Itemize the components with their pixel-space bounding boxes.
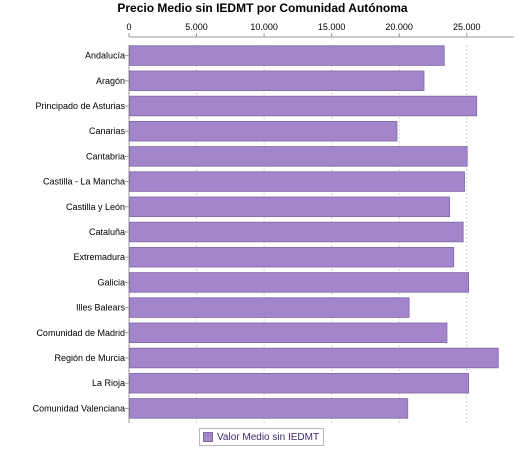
category-label: Illes Balears bbox=[76, 303, 126, 313]
bar bbox=[129, 120, 398, 142]
category-label: Principado de Asturias bbox=[35, 101, 125, 111]
category-label: Comunidad Valenciana bbox=[33, 403, 125, 413]
category-label: Castilla y León bbox=[66, 202, 125, 212]
bar bbox=[129, 347, 499, 369]
bar bbox=[129, 171, 465, 192]
chart-title: Precio Medio sin IEDMT por Comunidad Aut… bbox=[117, 1, 408, 15]
bar bbox=[129, 45, 445, 66]
bar bbox=[129, 95, 478, 117]
bar bbox=[129, 246, 455, 268]
x-tick-label: 15.000 bbox=[318, 22, 346, 32]
legend-swatch bbox=[203, 432, 213, 442]
bar bbox=[129, 146, 468, 167]
category-label: Región de Murcia bbox=[54, 353, 125, 363]
x-tick-label: 0 bbox=[126, 22, 131, 32]
category-label: Galicia bbox=[97, 277, 125, 287]
category-label: Andalucía bbox=[85, 51, 125, 61]
category-label: Canarias bbox=[89, 126, 126, 136]
category-label: La Rioja bbox=[92, 378, 125, 388]
bar bbox=[129, 297, 410, 318]
category-label: Cantabria bbox=[86, 151, 125, 161]
bar bbox=[129, 398, 409, 419]
legend-label: Valor Medio sin IEDMT bbox=[217, 431, 320, 443]
category-label: Comunidad de Madrid bbox=[36, 328, 125, 338]
x-tick-label: 20.000 bbox=[385, 22, 413, 32]
legend: Valor Medio sin IEDMT bbox=[199, 428, 325, 446]
bar bbox=[129, 322, 448, 344]
category-label: Extremadura bbox=[73, 252, 125, 262]
bar bbox=[129, 221, 464, 243]
x-tick-label: 10.000 bbox=[250, 22, 278, 32]
bar bbox=[129, 196, 451, 218]
category-label: Aragón bbox=[96, 76, 125, 86]
bar bbox=[129, 70, 425, 92]
x-tick-label: 5.000 bbox=[185, 22, 208, 32]
bar bbox=[129, 372, 469, 394]
category-label: Castilla - La Mancha bbox=[43, 177, 125, 187]
x-tick-label: 25.000 bbox=[453, 22, 481, 32]
bar bbox=[129, 272, 469, 293]
category-label: Cataluña bbox=[89, 227, 125, 237]
